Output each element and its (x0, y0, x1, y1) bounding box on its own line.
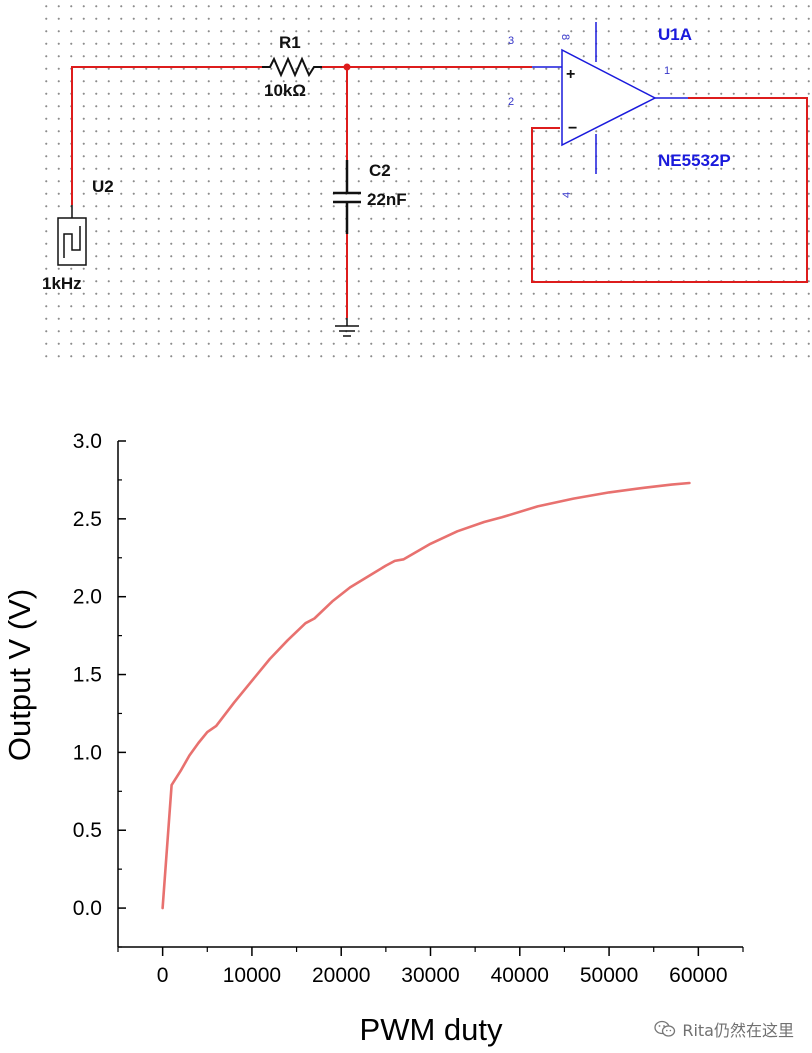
y-tick-label: 2.0 (73, 586, 102, 609)
pin-2-label: 2 (508, 96, 514, 108)
wire-source-to-r1 (71, 66, 262, 205)
watermark: Rita仍然在这里 (654, 1017, 794, 1041)
series-line (161, 481, 691, 910)
noninverting-input-sign: + (566, 66, 575, 83)
y-tick-label: 1.5 (73, 664, 102, 687)
opamp-part-label: NE5532P (658, 151, 731, 170)
chart-axes (117, 441, 743, 948)
opamp-ref-label: U1A (658, 25, 692, 44)
chart-ticks: 0.0 0.5 1.0 1.5 2.0 2.5 3.0 0 10000 20000 30000 400… (73, 430, 744, 987)
u2-value-label: 1kHz (42, 274, 82, 293)
y-tick-label: 0.0 (73, 897, 102, 920)
r1-ref-label: R1 (279, 33, 301, 52)
u2-ref-label: U2 (92, 177, 114, 196)
x-tick-label: 60000 (669, 964, 727, 987)
c2-value-label: 22nF (367, 190, 407, 209)
junction-dot (343, 63, 351, 71)
x-tick-label: 40000 (491, 964, 549, 987)
ground-icon (335, 318, 359, 337)
x-tick-label: 20000 (312, 964, 370, 987)
pin-8-label: 8 (559, 34, 571, 40)
chart-series (161, 481, 691, 910)
wire-feedback (531, 97, 808, 283)
pulse-source-icon (57, 205, 87, 266)
rc-filter-schematic: R1 10kΩ C2 22nF U2 1kHz + − 3 2 1 8 4 U1… (42, 22, 808, 337)
x-axis-title: PWM duty (360, 1012, 503, 1047)
opamp-u1a (532, 22, 688, 174)
pin-3-label: 3 (508, 35, 514, 47)
resistor-r1 (262, 56, 322, 78)
c2-ref-label: C2 (369, 161, 391, 180)
x-tick-label: 10000 (223, 964, 281, 987)
pin-4-label: 4 (561, 192, 573, 198)
y-tick-label: 1.0 (73, 741, 102, 764)
y-tick-label: 3.0 (73, 430, 102, 453)
wires (71, 66, 808, 318)
inverting-input-sign: − (568, 120, 577, 137)
r1-value-label: 10kΩ (264, 81, 306, 100)
y-tick-label: 0.5 (73, 819, 102, 842)
x-tick-label: 30000 (401, 964, 459, 987)
pin-1-label: 1 (664, 65, 670, 77)
y-tick-label: 2.5 (73, 508, 102, 531)
schematic-margin (0, 0, 40, 360)
x-tick-label: 50000 (580, 964, 638, 987)
x-tick-label: 0 (157, 964, 169, 987)
wechat-icon (654, 1020, 676, 1037)
watermark-text: Rita仍然在这里 (682, 1021, 794, 1040)
schematic-canvas (0, 0, 812, 360)
capacitor-c2 (333, 160, 361, 234)
y-axis-title: Output V (V) (2, 589, 37, 761)
